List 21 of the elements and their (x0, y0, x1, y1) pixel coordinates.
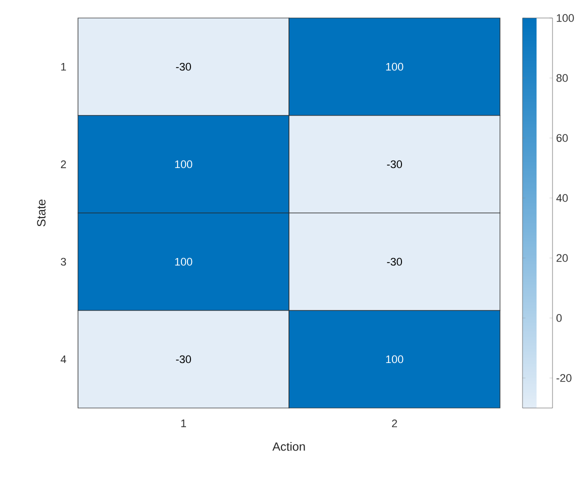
data-label: -30 (176, 355, 191, 364)
data-label: -30 (387, 160, 402, 168)
data-label: -30 (387, 258, 402, 266)
color-bar-label: 60 (556, 134, 568, 142)
y-tick-label: 2 (60, 160, 66, 168)
color-bar-label: 20 (556, 254, 568, 262)
data-label: 100 (386, 355, 404, 364)
color-bar-label: 100 (556, 14, 574, 22)
y-tick-label: 1 (61, 62, 66, 71)
color-bar-label: -20 (556, 374, 572, 382)
y-tick-label: 4 (60, 355, 66, 364)
data-label: 100 (386, 62, 404, 71)
y-tick-label: 3 (60, 258, 66, 266)
color-bar-label: 80 (556, 74, 568, 82)
color-bar-label: 40 (556, 194, 568, 202)
data-label: 100 (175, 160, 192, 168)
x-axis-title: Action (272, 442, 305, 451)
data-label: 100 (175, 258, 192, 266)
color-bar-label: 0 (556, 314, 562, 322)
y-axis-title: State (37, 200, 46, 226)
data-label: -30 (176, 62, 191, 71)
